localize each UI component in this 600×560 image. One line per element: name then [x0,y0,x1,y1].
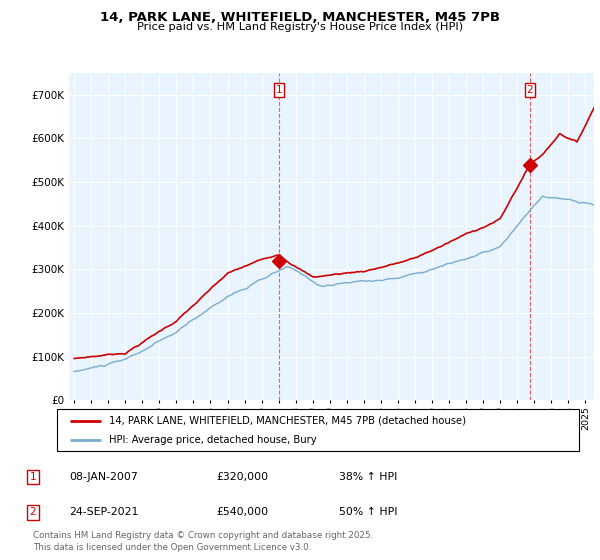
Text: 1: 1 [29,472,37,482]
Text: Price paid vs. HM Land Registry's House Price Index (HPI): Price paid vs. HM Land Registry's House … [137,22,463,32]
Text: 1: 1 [276,85,283,95]
Text: 38% ↑ HPI: 38% ↑ HPI [339,472,397,482]
Text: 08-JAN-2007: 08-JAN-2007 [69,472,138,482]
Text: 50% ↑ HPI: 50% ↑ HPI [339,507,397,517]
Text: 14, PARK LANE, WHITEFIELD, MANCHESTER, M45 7PB: 14, PARK LANE, WHITEFIELD, MANCHESTER, M… [100,11,500,24]
Text: 14, PARK LANE, WHITEFIELD, MANCHESTER, M45 7PB (detached house): 14, PARK LANE, WHITEFIELD, MANCHESTER, M… [109,416,466,426]
Text: £540,000: £540,000 [216,507,268,517]
Text: HPI: Average price, detached house, Bury: HPI: Average price, detached house, Bury [109,435,317,445]
Text: 2: 2 [29,507,37,517]
Text: £320,000: £320,000 [216,472,268,482]
Text: 24-SEP-2021: 24-SEP-2021 [69,507,139,517]
FancyBboxPatch shape [57,409,579,451]
Text: Contains HM Land Registry data © Crown copyright and database right 2025.
This d: Contains HM Land Registry data © Crown c… [33,531,373,552]
Text: 2: 2 [526,85,533,95]
